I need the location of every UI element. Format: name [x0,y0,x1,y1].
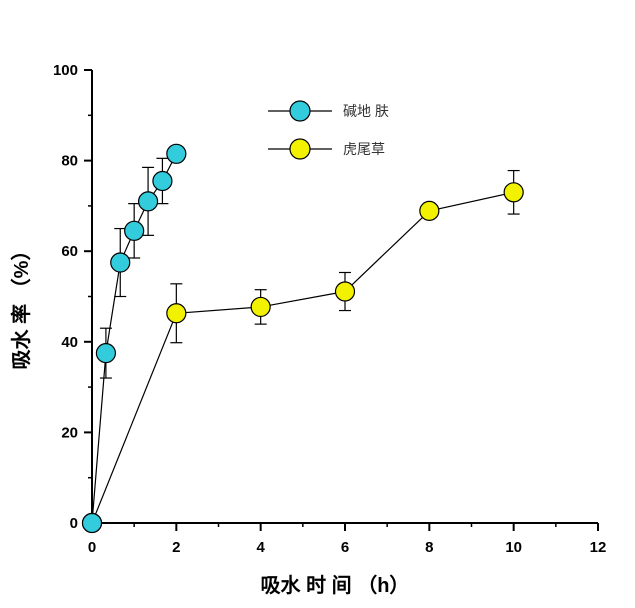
x-axis-title: 吸水 时 间 （h） [261,574,410,597]
y-tick-label: 100 [53,62,78,79]
x-tick-label: 12 [590,539,607,556]
y-tick-label: 80 [61,153,78,170]
data-point [95,343,117,364]
data-point [152,170,173,192]
x-tick-label: 6 [341,539,349,556]
data-point [166,303,187,324]
y-axis-title: 吸水 率 （%） [9,241,33,370]
data-point [334,281,356,302]
x-tick-label: 8 [425,539,433,556]
data-point [124,220,145,241]
legend-label: 碱地 肤 [343,103,389,119]
legend-marker [289,100,311,122]
series-layer [81,143,524,534]
y-tick-label: 60 [61,243,78,260]
data-point [81,512,103,534]
y-tick-label: 0 [70,515,78,532]
data-point [503,182,524,203]
series-line [91,191,514,524]
axes: 0 20 40 60 80 100 0 2 4 6 8 10 12 [53,62,606,556]
x-tick-label: 2 [172,539,180,556]
series-1 [81,169,524,534]
x-tick-label: 0 [88,539,96,556]
data-point [137,191,159,212]
x-tick-label: 4 [256,539,265,556]
data-point [419,200,440,221]
y-tick-label: 40 [61,334,78,351]
data-point [110,252,131,273]
data-point [166,143,187,164]
series-0 [81,143,187,534]
data-point [250,296,271,318]
y-tick-label: 20 [61,424,78,441]
x-tick-label: 10 [505,539,522,556]
legend-label: 虎尾草 [343,141,385,157]
legend-marker [289,138,311,160]
